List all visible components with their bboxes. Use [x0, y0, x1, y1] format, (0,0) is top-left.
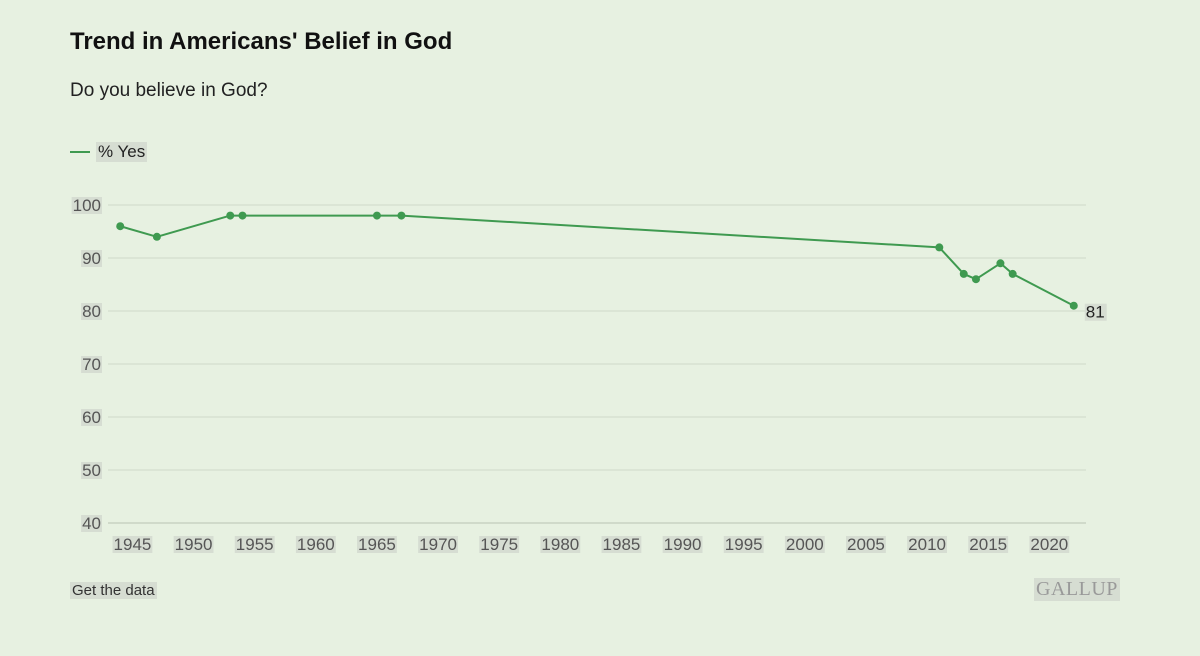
x-tick-label: 2020	[1030, 535, 1068, 554]
y-tick-label: 60	[82, 408, 101, 427]
x-tick-label: 1955	[236, 535, 274, 554]
x-tick-label: 1950	[175, 535, 213, 554]
y-tick-label: 50	[82, 461, 101, 480]
x-tick-label: 2000	[786, 535, 824, 554]
x-tick-label: 1960	[297, 535, 335, 554]
x-tick-label-bg	[723, 536, 764, 553]
x-tick-label: 1995	[725, 535, 763, 554]
data-point	[996, 259, 1005, 268]
end-value-label: 81	[1086, 303, 1105, 322]
y-tick-label-bg	[81, 409, 102, 426]
y-tick-label: 100	[73, 196, 101, 215]
x-tick-label: 1975	[480, 535, 518, 554]
y-tick-label-bg	[81, 462, 102, 479]
x-tick-label-bg	[1029, 536, 1070, 553]
get-data-link[interactable]: Get the data	[70, 582, 157, 599]
x-tick-label-bg	[173, 536, 214, 553]
data-point	[959, 269, 968, 278]
data-point	[397, 211, 406, 220]
x-tick-label: 1945	[114, 535, 152, 554]
x-tick-label-bg	[784, 536, 825, 553]
x-tick-label-bg	[907, 536, 947, 553]
x-tick-label: 2015	[969, 535, 1007, 554]
y-tick-label-bg	[81, 356, 102, 373]
data-point	[372, 211, 381, 220]
y-tick-label-bg	[81, 250, 102, 267]
x-tick-label: 1985	[603, 535, 641, 554]
legend-swatch	[70, 151, 90, 153]
end-value-label-bg	[1084, 303, 1107, 321]
y-tick-label: 90	[82, 249, 101, 268]
data-point	[1069, 301, 1078, 310]
y-tick-label: 70	[82, 355, 101, 374]
y-tick-label: 80	[82, 302, 101, 321]
data-point	[971, 275, 980, 284]
chart-title: Trend in Americans' Belief in God	[70, 28, 453, 55]
y-tick-label-bg	[81, 515, 102, 532]
legend: % Yes	[70, 142, 148, 162]
data-point	[1008, 269, 1017, 278]
data-point	[116, 222, 125, 231]
x-tick-label: 1980	[541, 535, 579, 554]
x-tick-label: 1990	[664, 535, 702, 554]
gallup-logo: GALLUP	[1034, 578, 1120, 601]
x-tick-label-bg	[540, 536, 581, 553]
x-tick-label-bg	[662, 536, 703, 553]
x-tick-label-bg	[418, 536, 458, 553]
x-tick-label-bg	[601, 536, 642, 553]
legend-label: % Yes	[96, 142, 148, 162]
y-tick-label: 40	[82, 514, 101, 533]
x-tick-label-bg	[295, 536, 336, 553]
data-point	[226, 211, 235, 220]
x-tick-label-bg	[357, 536, 397, 553]
x-tick-label-bg	[479, 536, 520, 553]
x-tick-label: 1970	[419, 535, 457, 554]
x-tick-label-bg	[846, 536, 886, 553]
chart-subtitle: Do you believe in God?	[70, 80, 268, 101]
data-point	[152, 232, 161, 241]
x-tick-label: 2010	[908, 535, 946, 554]
x-tick-label: 1965	[358, 535, 396, 554]
data-point	[935, 243, 944, 252]
x-tick-label-bg	[234, 536, 275, 553]
x-tick-label-bg	[968, 536, 1009, 553]
x-tick-label-bg	[112, 536, 153, 553]
x-tick-label: 2005	[847, 535, 885, 554]
data-point	[238, 211, 247, 220]
y-tick-label-bg	[81, 303, 102, 320]
y-tick-label-bg	[71, 197, 102, 214]
series-line	[119, 214, 1075, 307]
